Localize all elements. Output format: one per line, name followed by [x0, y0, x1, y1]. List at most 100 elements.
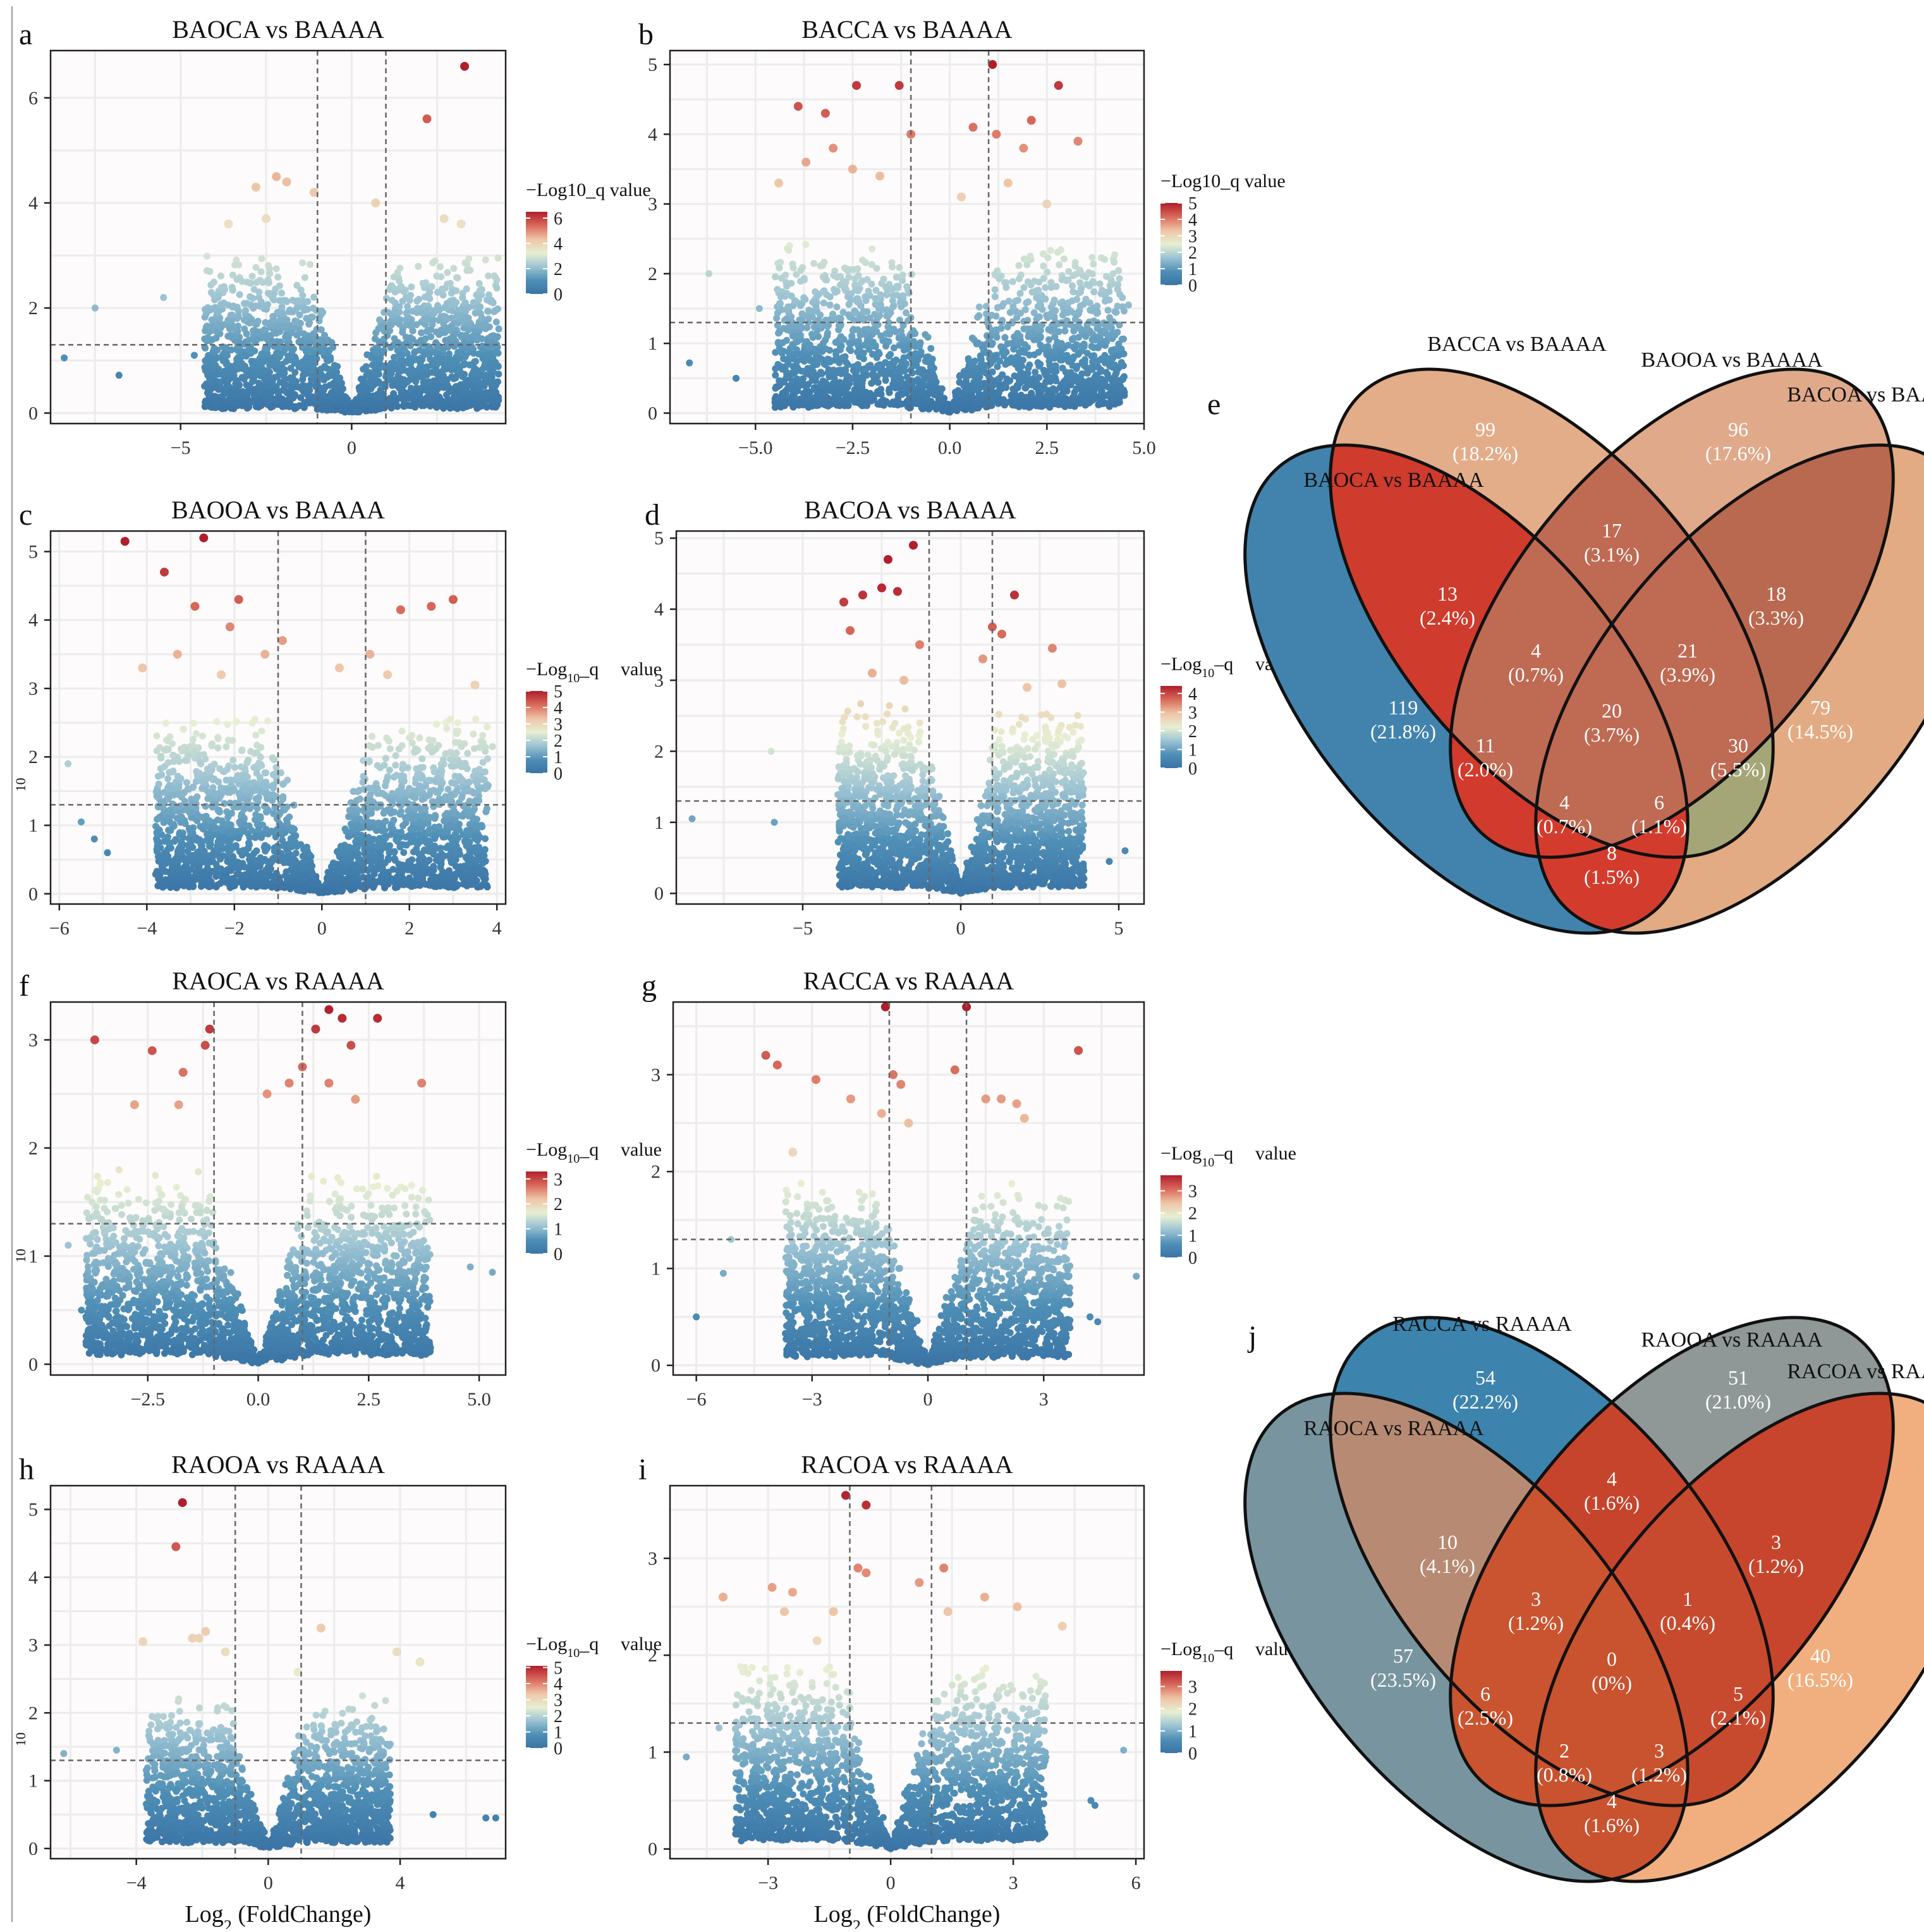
- data-point: [251, 348, 258, 355]
- data-point: [845, 274, 852, 281]
- data-point: [1087, 307, 1093, 314]
- data-point: [236, 398, 243, 405]
- data-point: [293, 298, 300, 305]
- data-point: [443, 725, 450, 732]
- data-point: [301, 399, 308, 406]
- data-point: [420, 379, 427, 386]
- data-point: [1088, 353, 1095, 360]
- data-point: [903, 360, 910, 367]
- data-point: [421, 315, 428, 322]
- data-point: [432, 339, 439, 346]
- data-point: [448, 290, 455, 297]
- data-point: [1052, 283, 1059, 290]
- data-point: [279, 387, 286, 394]
- data-point: [865, 288, 872, 295]
- data-point: [891, 345, 898, 352]
- data-point: [1078, 392, 1085, 399]
- data-point: [424, 393, 431, 400]
- data-point: [1028, 389, 1035, 396]
- data-point: [183, 779, 190, 786]
- data-point: [423, 372, 430, 379]
- data-point: [204, 389, 211, 396]
- data-point: [811, 324, 818, 331]
- data-point: [300, 372, 307, 379]
- data-point: [846, 395, 853, 402]
- outlier-point: [705, 270, 712, 277]
- data-point: [396, 265, 403, 272]
- data-point: [882, 337, 889, 344]
- data-point: [425, 292, 432, 299]
- data-point: [933, 401, 940, 408]
- data-point: [801, 276, 808, 283]
- data-point: [1093, 308, 1100, 315]
- outlier-point: [160, 294, 167, 301]
- data-point: [308, 332, 315, 339]
- data-point: [215, 294, 222, 301]
- x-tick-label: −5.0: [738, 437, 772, 458]
- data-point: [366, 379, 373, 386]
- data-point: [477, 303, 484, 310]
- data-point: [1081, 362, 1088, 369]
- data-point: [886, 324, 892, 331]
- data-point: [204, 267, 210, 274]
- data-point: [419, 309, 426, 316]
- outlier-point: [61, 355, 68, 362]
- data-point: [437, 263, 444, 270]
- data-point: [212, 355, 219, 362]
- data-point: [1013, 393, 1020, 400]
- data-point: [465, 255, 472, 262]
- data-point: [331, 405, 338, 412]
- data-point: [1047, 247, 1054, 254]
- data-point: [353, 405, 360, 412]
- data-point: [855, 295, 862, 302]
- data-point: [482, 389, 489, 396]
- data-point: [1057, 247, 1064, 254]
- data-point: [869, 351, 876, 358]
- data-point: [1047, 310, 1054, 317]
- data-point: [966, 362, 973, 369]
- data-point: [864, 365, 871, 372]
- data-point: [461, 307, 468, 314]
- data-point: [205, 382, 212, 389]
- data-point: [448, 315, 455, 322]
- data-point: [882, 359, 889, 366]
- outlier-point: [1125, 302, 1132, 309]
- data-point: [796, 351, 803, 358]
- data-point: [1021, 349, 1028, 356]
- data-point: [896, 264, 903, 271]
- data-point: [925, 353, 932, 360]
- data-point: [1035, 349, 1042, 356]
- data-point: [255, 363, 262, 370]
- data-point: [877, 386, 884, 393]
- significant-point: [969, 123, 978, 131]
- data-point: [939, 407, 946, 414]
- data-point: [851, 374, 858, 381]
- data-point: [281, 324, 288, 331]
- data-point: [484, 308, 491, 315]
- data-point: [1002, 284, 1009, 291]
- data-point: [319, 403, 326, 410]
- y-tick-label: 5: [648, 54, 657, 75]
- data-point: [216, 398, 222, 405]
- data-point: [853, 309, 860, 316]
- data-point: [1025, 381, 1032, 388]
- data-point: [861, 315, 868, 322]
- data-point: [202, 327, 209, 334]
- data-point: [229, 272, 236, 279]
- data-point: [442, 750, 449, 757]
- data-point: [479, 380, 486, 387]
- significant-point: [992, 130, 1001, 138]
- data-point: [375, 378, 382, 385]
- data-point: [961, 368, 968, 375]
- data-point: [1059, 365, 1066, 372]
- data-point: [470, 369, 477, 376]
- data-point: [300, 360, 307, 367]
- data-point: [1099, 328, 1106, 335]
- significant-point: [457, 219, 466, 228]
- data-point: [874, 362, 881, 369]
- data-point: [1106, 403, 1113, 410]
- data-point: [1102, 298, 1109, 305]
- data-point: [218, 378, 225, 385]
- significant-point: [1042, 200, 1051, 209]
